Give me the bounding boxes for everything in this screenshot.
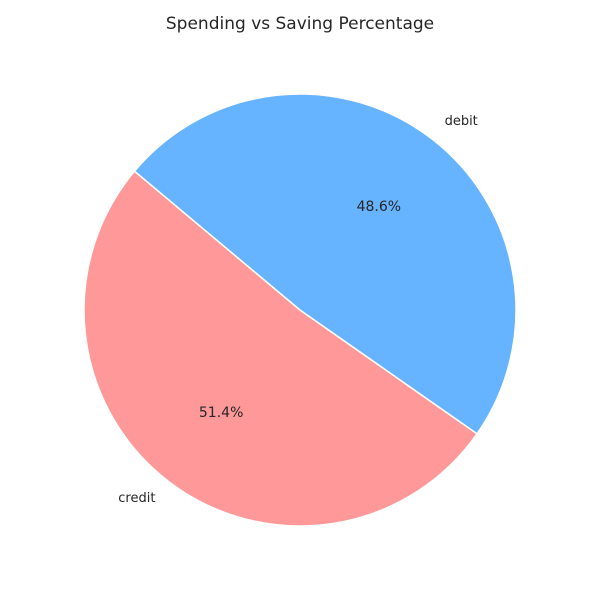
slice-label-credit: credit — [118, 491, 155, 506]
chart-title: Spending vs Saving Percentage — [165, 14, 435, 34]
percent-label-credit: 51.4% — [199, 405, 243, 421]
percent-label-debit: 48.6% — [357, 199, 401, 215]
pie-slice-credit — [83, 170, 479, 527]
slice-label-debit: debit — [445, 114, 478, 129]
pie-slice-debit — [133, 93, 517, 435]
